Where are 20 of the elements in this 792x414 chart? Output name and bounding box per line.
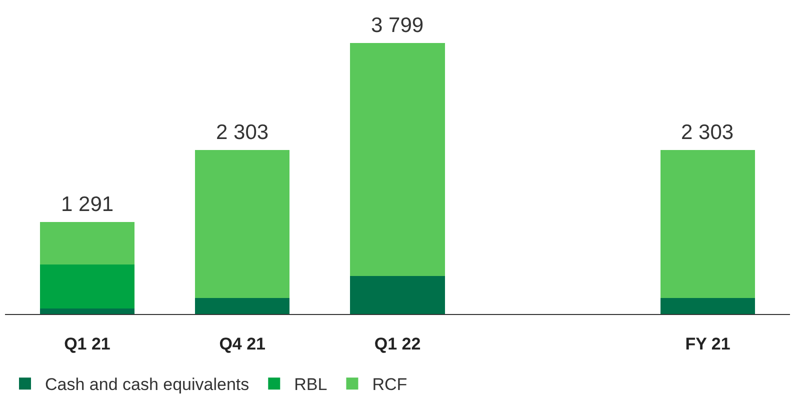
bar: [40, 308, 135, 314]
bar: [195, 298, 290, 314]
x-tick-label: FY 21: [685, 334, 730, 354]
bar: [40, 264, 135, 308]
legend-label: RCF: [372, 375, 408, 394]
bar: [195, 150, 290, 298]
annotation: 1 291: [61, 193, 114, 216]
bar: [660, 298, 756, 314]
annotation: 2 303: [216, 121, 269, 144]
x-tick-label: Q1 21: [64, 334, 110, 354]
bar: [350, 276, 445, 314]
legend-label: RBL: [294, 375, 328, 394]
annotation: 3 799: [371, 14, 424, 37]
x-tick-label: Q4 21: [219, 334, 266, 354]
legend-label: Cash and cash equivalents: [45, 375, 250, 394]
annotation: 2 303: [681, 121, 734, 144]
bar: [40, 222, 135, 265]
bar: [660, 150, 756, 298]
x-tick-label: Q1 22: [374, 334, 421, 354]
bar: [350, 43, 445, 276]
